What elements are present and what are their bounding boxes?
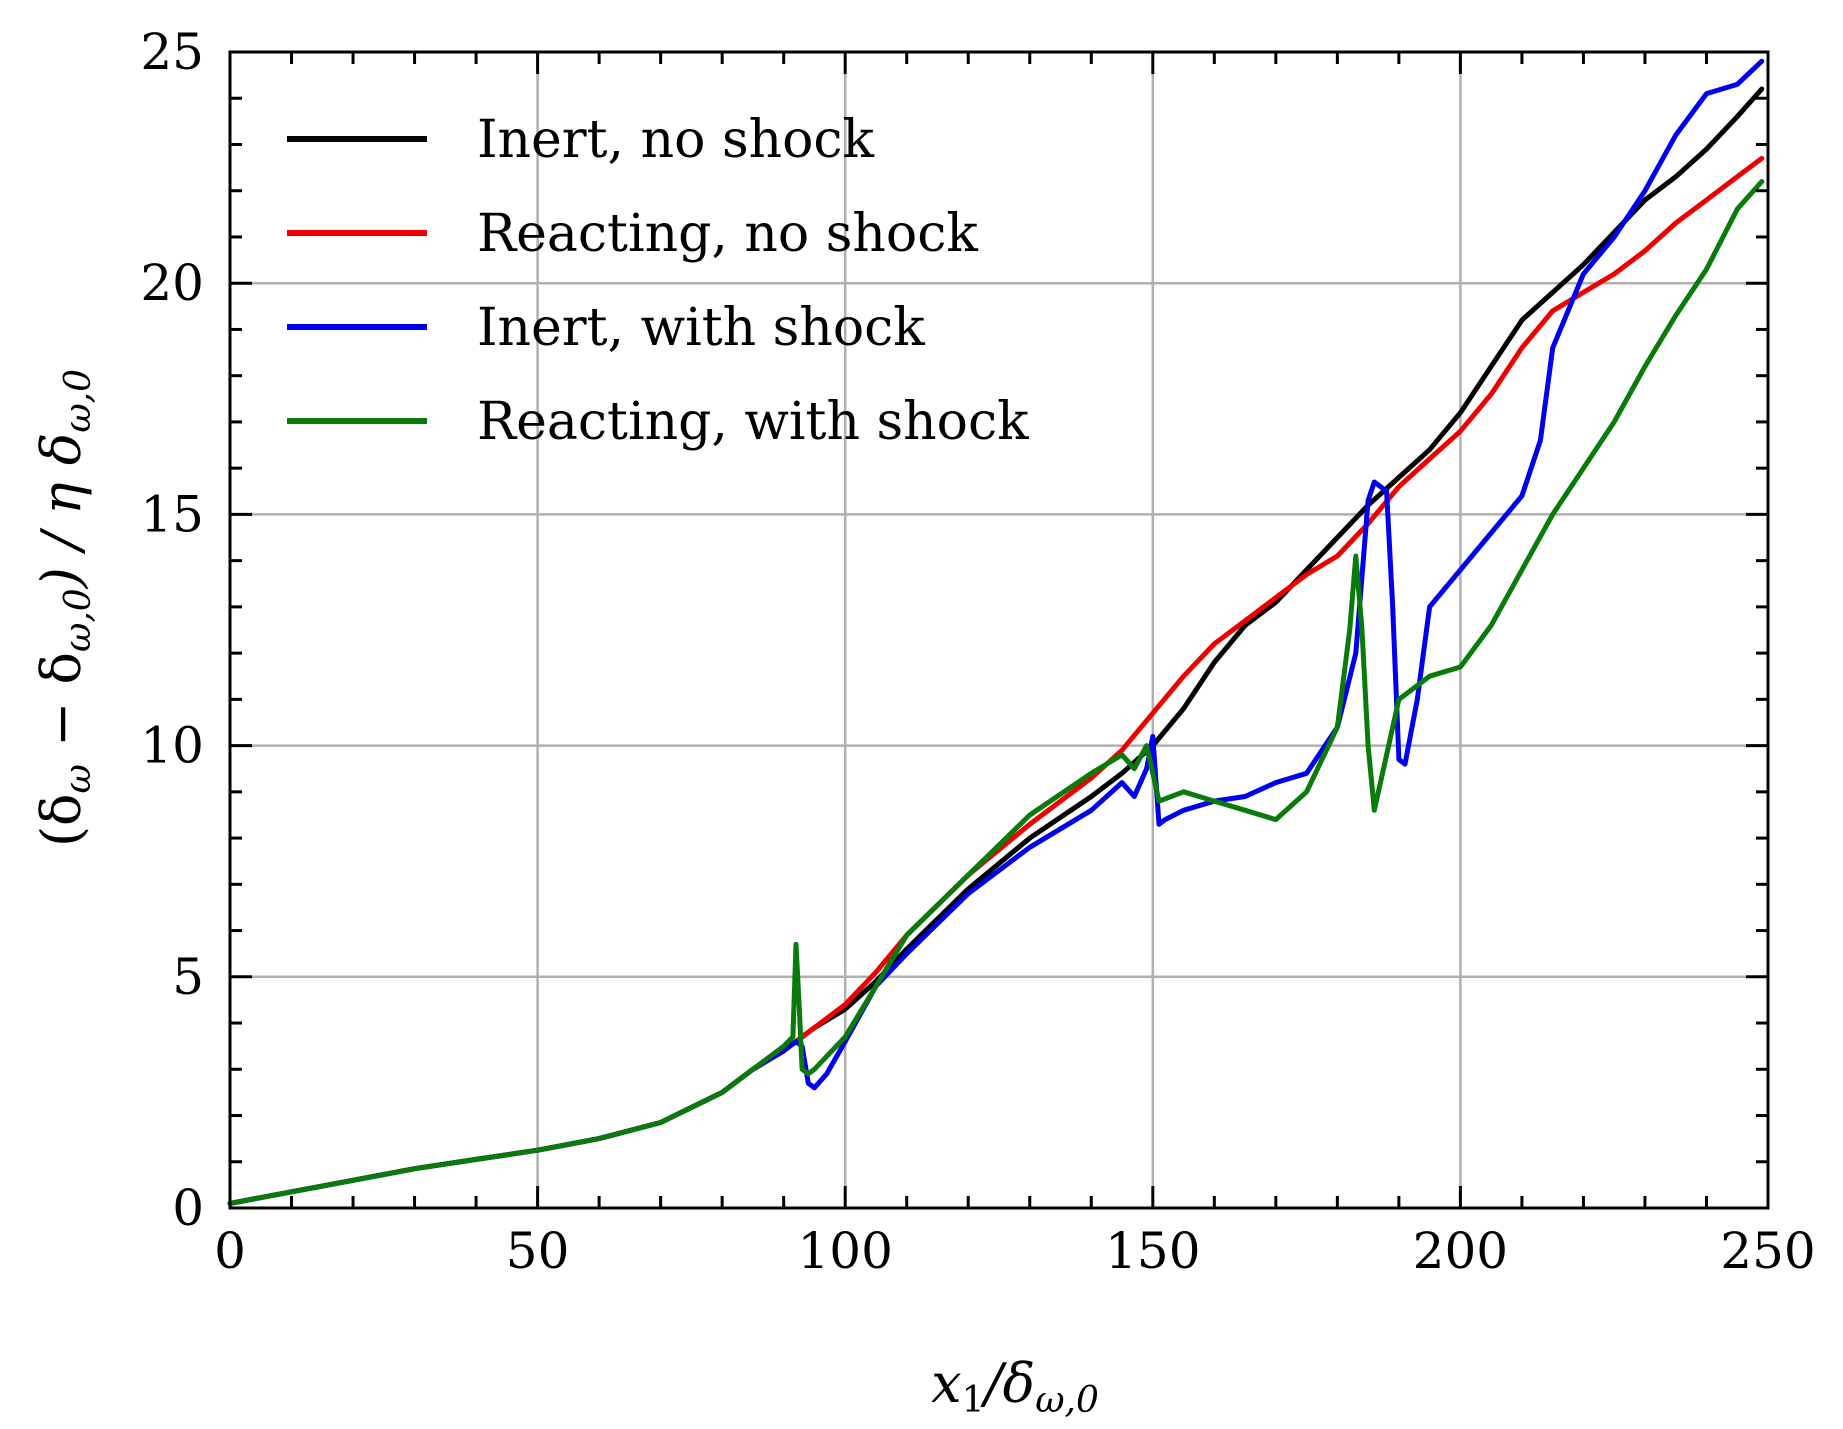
series-layer: [227, 58, 1765, 1206]
x-tick-label-150: 150: [1105, 1222, 1200, 1280]
series-line-reacting-no-shock: [227, 155, 1765, 1206]
y-tick-label-20: 20: [140, 254, 204, 312]
y-tick-label-0: 0: [172, 1179, 204, 1237]
plot-frame: [228, 50, 1770, 1210]
series-line-reacting-with-shock: [227, 179, 1765, 1206]
legend-label-inert-no-shock: Inert, no shock: [477, 110, 875, 170]
legend: Inert, no shock Reacting, no shock Inert…: [287, 110, 1029, 452]
y-axis-label: (δω − δω,0) / η δω,0: [30, 369, 99, 847]
grid: [230, 52, 1768, 1208]
ticks: [228, 50, 1770, 1210]
y-tick-label-5: 5: [172, 948, 204, 1006]
x-tick-label-0: 0: [214, 1222, 246, 1280]
legend-label-reacting-with-shock: Reacting, with shock: [477, 392, 1029, 452]
legend-label-inert-with-shock: Inert, with shock: [477, 298, 925, 358]
x-axis-label: x1/δω,0: [931, 1352, 1099, 1421]
legend-label-reacting-no-shock: Reacting, no shock: [477, 204, 978, 264]
x-tick-label-250: 250: [1720, 1222, 1815, 1280]
y-tick-label-15: 15: [140, 485, 204, 543]
x-tick-label-50: 50: [506, 1222, 570, 1280]
x-tick-label-200: 200: [1413, 1222, 1508, 1280]
y-tick-label-25: 25: [140, 23, 204, 81]
series-line-inert-with-shock: [227, 58, 1765, 1206]
y-tick-label-10: 10: [140, 717, 204, 775]
tick-labels: 0 50 100 150 200 250 0 5 10 15 20 25: [140, 23, 1815, 1280]
x-tick-label-100: 100: [797, 1222, 892, 1280]
series-line-inert-no-shock: [227, 86, 1765, 1206]
